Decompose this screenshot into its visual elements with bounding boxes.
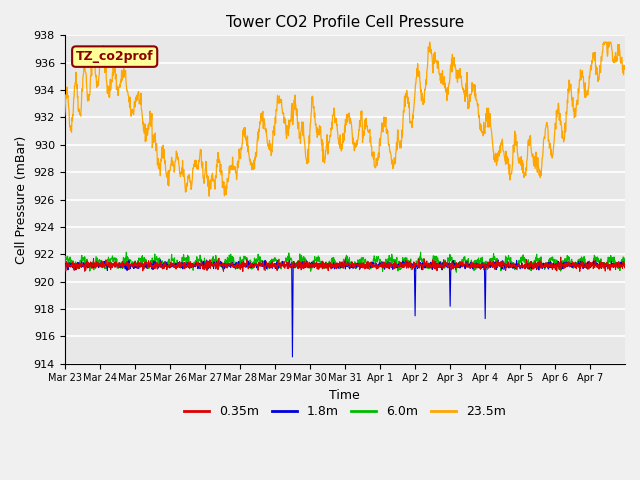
X-axis label: Time: Time [330,389,360,402]
Legend: 0.35m, 1.8m, 6.0m, 23.5m: 0.35m, 1.8m, 6.0m, 23.5m [179,400,511,423]
Text: TZ_co2prof: TZ_co2prof [76,50,154,63]
Y-axis label: Cell Pressure (mBar): Cell Pressure (mBar) [15,135,28,264]
Title: Tower CO2 Profile Cell Pressure: Tower CO2 Profile Cell Pressure [226,15,464,30]
